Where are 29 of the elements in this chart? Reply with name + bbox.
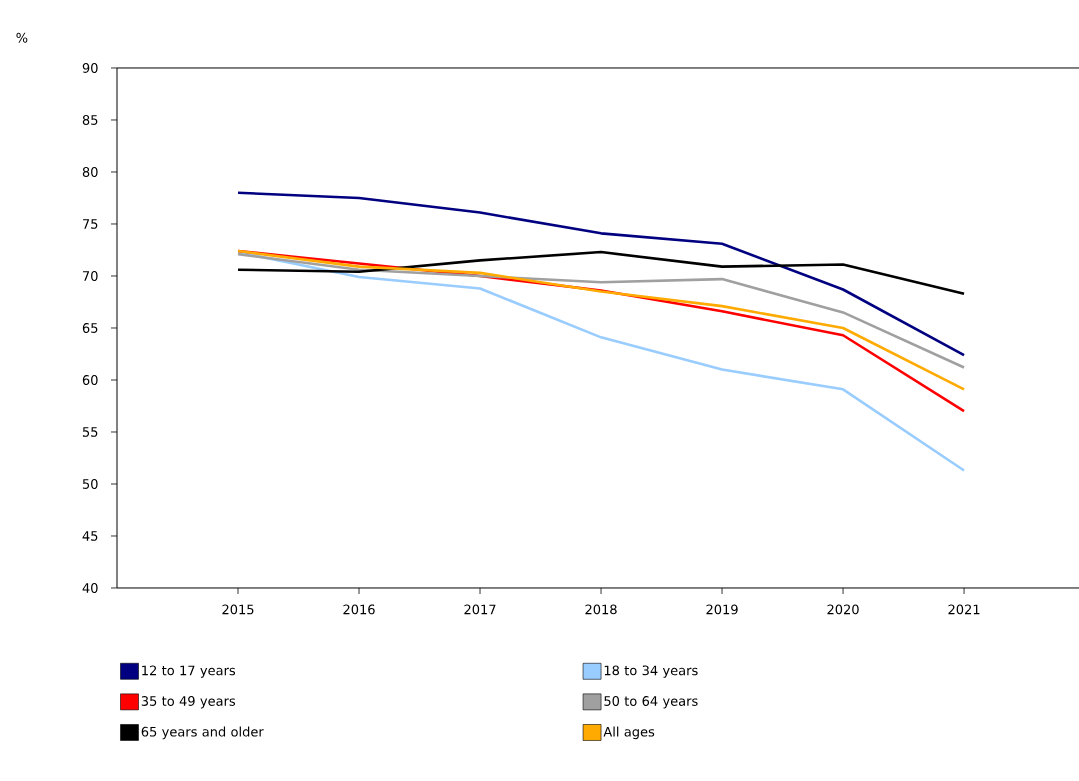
y-tick-label: 80 <box>82 167 98 177</box>
y-tick-label: 90 <box>82 63 98 73</box>
line-series <box>236 191 966 357</box>
x-tick-label: 2017 <box>464 604 496 615</box>
legend-label: All ages <box>603 726 655 740</box>
x-tick-label: 2015 <box>222 604 254 615</box>
x-tick-label: 2018 <box>585 604 617 615</box>
x-tick-label: 2016 <box>343 604 375 615</box>
y-tick-label: 55 <box>82 427 98 437</box>
y-tick-label: 50 <box>82 479 98 489</box>
y-tick-label: 40 <box>82 583 98 593</box>
legend-label: 35 to 49 years <box>141 696 236 709</box>
y-tick-label: 70 <box>82 271 98 281</box>
line-series <box>236 250 966 472</box>
y-axis-title: % <box>16 32 28 43</box>
legend-label: 50 to 64 years <box>604 696 698 709</box>
legend-label: 65 years and older <box>141 726 264 740</box>
y-tick-label: 65 <box>82 323 98 333</box>
y-tick-label: 45 <box>82 531 98 541</box>
line-series <box>236 252 966 369</box>
legend-label: 12 to 17 years <box>142 665 236 678</box>
line-series <box>236 250 966 295</box>
legend-label: 18 to 34 years <box>604 665 698 678</box>
x-tick-label: 2021 <box>948 604 980 615</box>
y-tick-label: 85 <box>82 115 98 125</box>
y-tick-label: 60 <box>82 375 98 385</box>
x-tick-label: 2019 <box>706 604 738 615</box>
x-tick-label: 2020 <box>827 604 859 615</box>
y-tick-label: 75 <box>82 219 98 229</box>
